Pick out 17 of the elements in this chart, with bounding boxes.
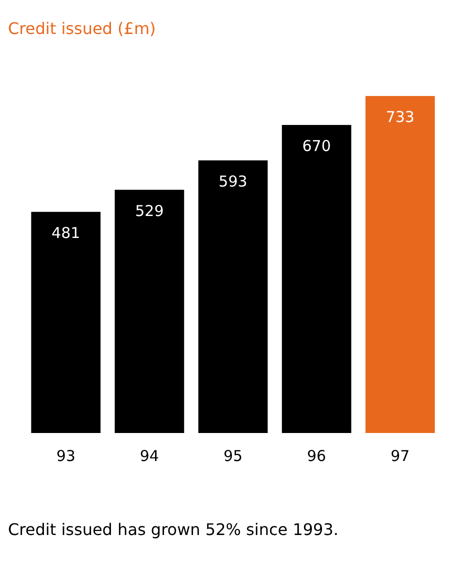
x-tick-label: 95 (223, 447, 243, 465)
text: Credit issued has grown 52% since 1993. (8, 520, 338, 539)
data-label: 481 (52, 224, 80, 242)
x-tick-label: 94 (140, 447, 159, 465)
data-label: 593 (218, 172, 248, 190)
x-tick-label: 93 (56, 447, 76, 465)
bar (31, 212, 101, 433)
bar (282, 124, 352, 433)
data-label: 670 (302, 136, 331, 155)
x-tick-label: 96 (307, 447, 326, 465)
bar (198, 160, 268, 433)
data-label: 733 (386, 108, 414, 126)
bar (365, 96, 435, 433)
bar (114, 190, 184, 433)
data-label: 529 (135, 202, 164, 220)
chart-title: Credit issued (£m) (8, 19, 156, 38)
x-tick-label: 97 (390, 447, 410, 465)
